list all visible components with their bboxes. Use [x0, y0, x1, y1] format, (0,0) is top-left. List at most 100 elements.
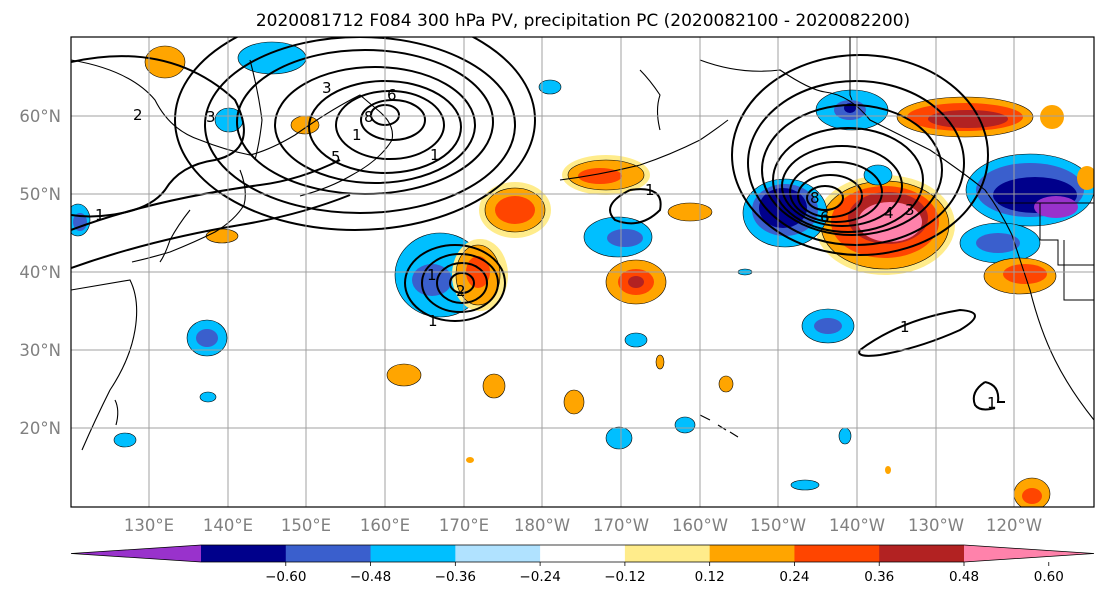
lon-label: 160°E [360, 516, 410, 535]
colorbar-tick-label: −0.12 [604, 569, 645, 585]
contour-label: 4 [884, 204, 894, 222]
precip-blob [928, 110, 1008, 128]
contour-label: 8 [810, 189, 820, 207]
pv-contour [174, 37, 536, 231]
lon-label: 170°E [439, 516, 489, 535]
pv-contour [71, 159, 341, 231]
contour-label: 3 [206, 108, 216, 126]
contour-label: 6 [387, 86, 397, 104]
precip-blob [674, 416, 696, 434]
longitude-labels: 130°E 140°E 150°E 160°E 170°E 180°W 170°… [124, 516, 1042, 535]
precip-blob [814, 318, 842, 334]
precip-blob [466, 457, 474, 463]
precip-blob [1034, 196, 1078, 218]
coastline-china [71, 279, 138, 451]
colorbar-segment [624, 545, 711, 562]
lon-label: 150°W [750, 516, 806, 535]
colorbar-tick-label: −0.24 [519, 569, 560, 585]
colorbar-tick-label: 0.12 [695, 569, 725, 585]
pv-contour [421, 253, 499, 313]
pv-contour [858, 308, 976, 357]
precip-blob [495, 196, 535, 224]
lat-label-30n: 30°N [19, 341, 61, 360]
pv-contour [274, 66, 476, 184]
contour-label: 1 [430, 146, 440, 164]
lon-label: 160°W [672, 516, 728, 535]
pv-contour [731, 54, 989, 256]
pv-contour [71, 194, 351, 269]
pv-contour [335, 90, 445, 160]
coastline-taiwan [114, 399, 119, 426]
precip-blob [538, 79, 562, 95]
colorbar-segment [201, 545, 287, 562]
colorbar-segment [794, 545, 880, 562]
precip-blob [667, 202, 713, 222]
pv-contour [360, 99, 426, 141]
pv-contour [781, 145, 903, 227]
precip-blob [1077, 166, 1094, 190]
precip-blob [863, 164, 893, 186]
contour-label: 5 [331, 148, 341, 166]
contour-label: 1 [95, 206, 105, 224]
pv-contour [806, 185, 844, 211]
contour-label: 3 [905, 201, 915, 219]
border-state-2 [1063, 240, 1094, 301]
lat-label-50n: 50°N [19, 185, 61, 204]
precip-blob [73, 213, 87, 231]
precip-blob [1022, 488, 1042, 504]
colorbar-segment [709, 545, 795, 562]
lon-label: 120°W [986, 516, 1042, 535]
colorbar-segment [455, 545, 541, 562]
pv-contour [797, 174, 863, 218]
figure-title: 2020081712 F084 300 hPa PV, precipitatio… [256, 11, 910, 31]
lon-label: 180°W [514, 516, 570, 535]
coastline-aleutians [559, 119, 729, 181]
colorbar-outline [70, 544, 1095, 563]
contour-label: 1 [428, 312, 438, 330]
pv-contour [449, 272, 475, 294]
contour-label: 8 [364, 108, 374, 126]
coastline-alaska [699, 59, 1094, 421]
precip-blob [482, 373, 506, 399]
border-state-1 [1039, 203, 1094, 266]
pv-contour [404, 244, 506, 322]
contour-label: 1 [645, 181, 655, 199]
map-panel: 2 3 3 6 8 1 5 1 1 1 2 1 1 8 6 4 3 1 1 [70, 36, 1095, 508]
colorbar-tick-label: 0.60 [1034, 569, 1064, 585]
coastlines [71, 59, 1094, 451]
colorbar: −0.60 −0.48 −0.36 −0.24 −0.12 0.12 0.24 0.36 0.4… [70, 544, 1095, 585]
colorbar-segment [285, 545, 372, 562]
lat-label-40n: 40°N [19, 263, 61, 282]
contour-label: 3 [322, 79, 332, 97]
lon-label: 150°E [281, 516, 331, 535]
colorbar-extend-min [71, 545, 201, 562]
contour-label: 6 [820, 208, 830, 226]
latitude-labels: 60°N 50°N 40°N 30°N 20°N [19, 107, 61, 438]
colorbar-tick-label: 0.24 [779, 569, 809, 585]
graticule [71, 37, 1094, 507]
pv-contour [609, 188, 662, 225]
contour-label: 2 [133, 106, 143, 124]
pv-contour [71, 55, 245, 218]
contour-label: 1 [900, 318, 910, 336]
precip-blob [1040, 105, 1064, 129]
precip-blob [290, 115, 320, 135]
lon-label: 140°W [829, 516, 885, 535]
pv-contour [972, 381, 1005, 411]
precip-blob [563, 389, 585, 415]
contour-labels: 2 3 3 6 8 1 5 1 1 1 2 1 1 8 6 4 3 1 1 [95, 79, 997, 412]
colorbar-tick-label: 0.36 [864, 569, 894, 585]
precip-blob [628, 276, 644, 288]
precip-blob [607, 229, 643, 247]
colorbar-tick-label: −0.36 [435, 569, 476, 585]
colorbar-tick-label: −0.48 [350, 569, 391, 585]
contour-label: 1 [427, 266, 437, 284]
precip-blob [718, 375, 734, 393]
precip-blob [624, 332, 648, 348]
precip-blob [199, 391, 217, 403]
lon-label: 170°W [593, 516, 649, 535]
border-canada-alaska [849, 37, 853, 101]
lon-label: 130°W [908, 516, 964, 535]
map-frame [70, 36, 1095, 508]
colorbar-segment [370, 545, 456, 562]
